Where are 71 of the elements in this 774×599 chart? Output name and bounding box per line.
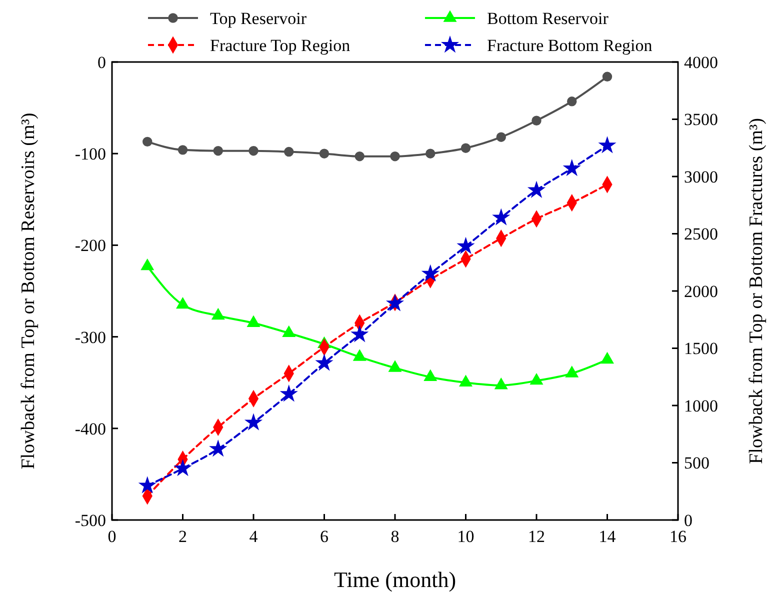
point bbox=[319, 148, 330, 158]
point bbox=[424, 370, 437, 381]
point bbox=[496, 132, 506, 142]
y2-tick-label: 1000 bbox=[684, 396, 718, 416]
point bbox=[248, 146, 258, 156]
y2-tick-label: 1500 bbox=[684, 339, 718, 358]
legend-label: Bottom Reservoir bbox=[487, 8, 609, 28]
point bbox=[174, 460, 191, 476]
point bbox=[422, 265, 438, 281]
x-tick-label: 6 bbox=[320, 527, 328, 546]
point bbox=[245, 414, 262, 430]
x-tick-label: 10 bbox=[457, 527, 474, 546]
point bbox=[213, 146, 223, 156]
y-tick-label: -200 bbox=[74, 236, 106, 256]
point bbox=[316, 354, 332, 370]
y-tick-label: -400 bbox=[74, 419, 106, 438]
point bbox=[564, 160, 580, 176]
point bbox=[426, 148, 436, 158]
point bbox=[390, 151, 400, 162]
point bbox=[567, 96, 577, 106]
point bbox=[458, 238, 474, 254]
point bbox=[493, 209, 510, 225]
y-tick-label: -300 bbox=[74, 328, 106, 347]
point bbox=[178, 145, 188, 155]
point bbox=[600, 352, 614, 364]
point bbox=[602, 72, 612, 82]
point bbox=[565, 366, 578, 378]
point bbox=[599, 137, 616, 152]
point bbox=[142, 136, 152, 147]
point bbox=[494, 378, 508, 390]
legend-label: Fracture Top Region bbox=[210, 36, 351, 55]
point bbox=[284, 146, 294, 157]
x-tick-label: 8 bbox=[390, 527, 400, 546]
point bbox=[353, 350, 366, 361]
y2-tick-label: 500 bbox=[684, 454, 710, 473]
point bbox=[352, 326, 368, 342]
y2-tick-label: 0 bbox=[684, 510, 692, 530]
point bbox=[459, 375, 472, 386]
point bbox=[212, 308, 225, 320]
y-axis-title: Flowback from Top or Bottom Reservoirs (m³) bbox=[18, 112, 39, 470]
y-tick-label: 0 bbox=[98, 52, 106, 72]
point bbox=[176, 297, 190, 309]
point bbox=[247, 316, 260, 327]
point bbox=[460, 143, 471, 153]
point bbox=[388, 360, 402, 372]
legend-label: Top Reservoir bbox=[210, 8, 307, 28]
point bbox=[354, 151, 364, 162]
point bbox=[528, 182, 545, 198]
y2-tick-label: 2000 bbox=[684, 282, 718, 301]
y2-tick-label: 3500 bbox=[684, 110, 718, 130]
y2-tick-label: 2500 bbox=[684, 224, 718, 244]
y-tick-label: -500 bbox=[74, 510, 106, 530]
point bbox=[139, 477, 156, 493]
x-tick-label: 16 bbox=[670, 527, 686, 546]
point bbox=[530, 373, 543, 385]
y2-tick-label: 4000 bbox=[684, 52, 718, 72]
x-axis-title: Time (month) bbox=[334, 567, 456, 592]
point bbox=[532, 116, 542, 126]
point bbox=[140, 258, 154, 270]
point bbox=[280, 386, 297, 401]
x-tick-label: 2 bbox=[178, 527, 187, 546]
point bbox=[282, 326, 296, 338]
x-tick-label: 14 bbox=[598, 527, 616, 546]
legend-label: Fracture Bottom Region bbox=[487, 36, 653, 55]
x-tick-label: 12 bbox=[528, 527, 545, 546]
y-tick-label: -100 bbox=[74, 144, 106, 164]
y2-axis-title: Flowback from Top or Bottom Fractures (m³) bbox=[746, 118, 767, 464]
point bbox=[386, 295, 404, 310]
x-tick-label: 4 bbox=[249, 527, 258, 546]
point bbox=[210, 440, 226, 456]
y2-tick-label: 3000 bbox=[684, 167, 718, 186]
